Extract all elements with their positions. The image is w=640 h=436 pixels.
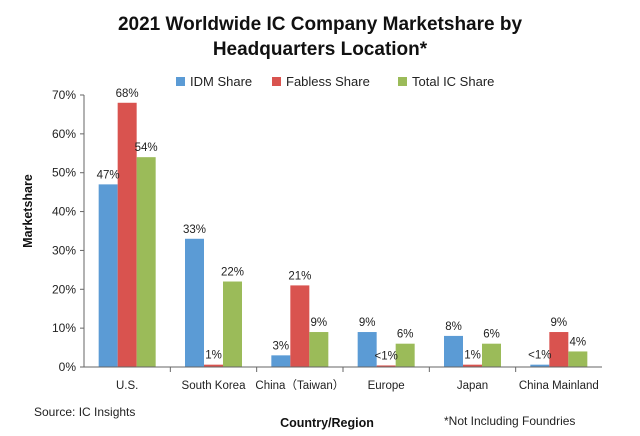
bar [271, 355, 291, 367]
data-labels: 47%68%54%33%1%22%3%21%9% 9%<1%6%8%1%6%<1%… [97, 88, 586, 363]
bar [395, 343, 415, 367]
y-tick-label: 40% [52, 205, 76, 219]
x-axis-label: Country/Region [280, 416, 374, 430]
data-label: 9% [311, 317, 328, 329]
legend-swatch [398, 77, 407, 86]
bar [530, 364, 550, 367]
legend-label: IDM Share [190, 74, 252, 89]
bar [357, 332, 377, 367]
data-label: <1% [374, 350, 397, 362]
x-tick-label: Europe [368, 380, 405, 392]
legend-swatch [272, 77, 281, 86]
data-label: 6% [483, 329, 500, 341]
bar [482, 343, 501, 367]
x-tick-label: China（Taiwan） [255, 379, 344, 392]
y-tick-label: 70% [52, 88, 76, 102]
bar [185, 238, 204, 367]
y-tick-label: 60% [52, 127, 76, 141]
bar [463, 364, 482, 367]
bars [98, 102, 588, 368]
legend-label: Fabless Share [286, 74, 370, 89]
bar [376, 365, 396, 367]
data-label: 8% [445, 321, 462, 333]
data-label: 9% [359, 317, 376, 329]
data-label: 3% [273, 340, 290, 352]
foundries-note: *Not Including Foundries [444, 414, 576, 428]
data-label: 4% [570, 336, 587, 348]
data-label: 22% [221, 267, 244, 279]
chart-title-line2: Headquarters Location* [212, 39, 428, 60]
legend: IDM Share Fabless Share Total IC Share [176, 74, 494, 89]
y-axis: 0% 10% 20% 30% 40% 50% 60% 70% [52, 88, 85, 374]
bar [309, 332, 329, 367]
legend-label: Total IC Share [412, 74, 494, 89]
data-label: 9% [551, 317, 568, 329]
bar [444, 335, 463, 367]
bar [223, 281, 242, 367]
y-tick-label: 50% [52, 166, 76, 180]
chart-title-line1: 2021 Worldwide IC Company Marketshare by [117, 14, 523, 35]
data-label: 1% [464, 350, 481, 362]
bar [117, 102, 137, 368]
y-tick-label: 20% [52, 282, 76, 296]
x-tick-label: Japan [457, 380, 488, 392]
x-tick-label: U.S. [116, 380, 138, 392]
y-tick-label: 10% [52, 321, 76, 335]
x-tick-label: China Mainland [519, 380, 599, 392]
source-note: Source: IC Insights [34, 405, 136, 419]
bar [549, 332, 569, 367]
data-label: 21% [288, 270, 311, 282]
bar [568, 351, 588, 367]
data-label: 1% [205, 350, 222, 362]
x-axis: U.S. South Korea China（Taiwan） Europe Japan C… [84, 366, 602, 392]
bar [290, 285, 310, 367]
data-label: 33% [183, 224, 206, 236]
data-label: <1% [528, 350, 551, 362]
data-label: 47% [97, 169, 120, 181]
y-tick-label: 30% [52, 243, 76, 257]
x-tick-label: South Korea [182, 380, 247, 392]
bar [98, 184, 118, 367]
data-label: 6% [397, 329, 414, 341]
data-label: 68% [116, 88, 139, 100]
bar [136, 157, 156, 367]
y-axis-label: Marketshare [21, 174, 35, 248]
data-label: 54% [135, 142, 158, 154]
legend-swatch [176, 77, 185, 86]
y-tick-label: 0% [59, 360, 77, 374]
bar [204, 364, 223, 367]
